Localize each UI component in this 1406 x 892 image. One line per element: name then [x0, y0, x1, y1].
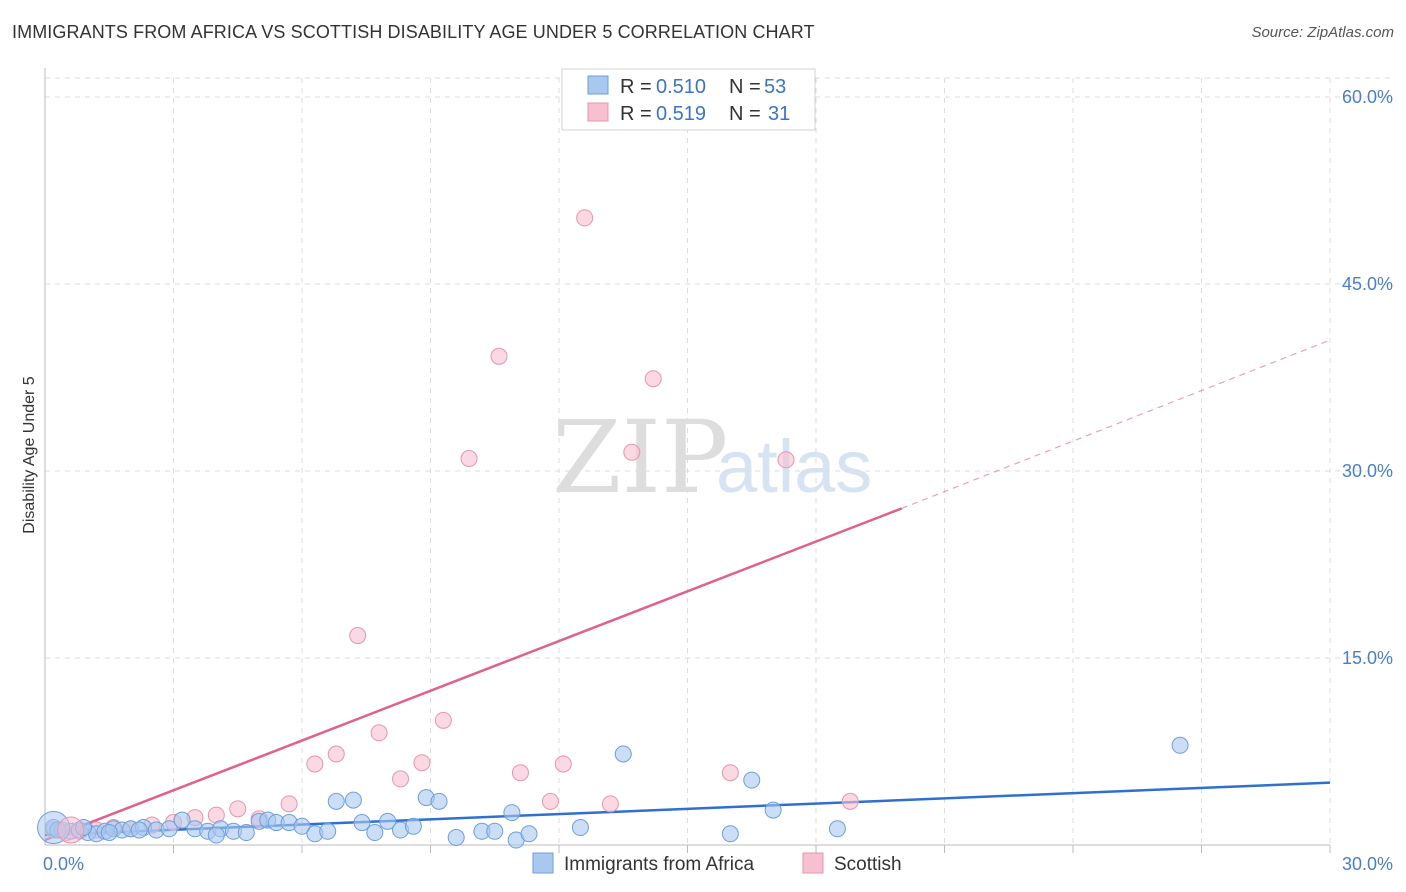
y-tick-label: 45.0%	[1342, 274, 1393, 294]
scottish-point	[327, 745, 345, 763]
africa-point	[614, 745, 632, 763]
scottish-point	[306, 755, 324, 773]
scottish-r-value: 0.519	[656, 103, 706, 125]
x-tick-label: 30.0%	[1342, 854, 1393, 874]
africa-n-label: N =	[729, 76, 761, 98]
watermark-atlas: atlas	[716, 425, 872, 508]
scottish-point	[644, 370, 662, 388]
africa-point	[503, 804, 521, 822]
africa-point	[520, 825, 538, 843]
scottish-point	[280, 795, 298, 813]
data-points	[37, 209, 1189, 849]
scottish-point	[576, 209, 594, 227]
scottish-point	[623, 443, 641, 461]
scottish-cluster-point	[57, 816, 85, 844]
africa-point	[293, 817, 311, 835]
scottish-point	[721, 764, 739, 782]
africa-r-label: R =	[620, 76, 652, 98]
scottish-point	[392, 770, 410, 788]
africa-point	[366, 824, 384, 842]
africa-point	[207, 826, 225, 844]
y-tick-label: 15.0%	[1342, 648, 1393, 668]
series-legend: Immigrants from Africa Scottish	[532, 852, 902, 875]
africa-point	[327, 792, 345, 810]
africa-point	[130, 821, 148, 839]
source-credit: Source: ZipAtlas.com	[1251, 24, 1394, 41]
axes: 15.0% 30.0% 45.0% 60.0% 0.0% 30.0%	[43, 68, 1393, 874]
x-tick-label: 0.0%	[43, 854, 84, 874]
africa-point	[173, 811, 191, 829]
y-tick-label: 30.0%	[1342, 461, 1393, 481]
stats-legend: R = 0.510 N = 53 R = 0.519 N = 31	[561, 68, 816, 131]
africa-point	[237, 824, 255, 842]
africa-point	[743, 771, 761, 789]
scottish-point	[601, 795, 619, 813]
africa-r-value: 0.510	[656, 76, 706, 98]
legend-africa-swatch	[532, 852, 554, 874]
scottish-point	[229, 800, 247, 818]
africa-point	[571, 819, 589, 837]
scottish-n-label: N =	[729, 103, 761, 125]
scottish-point	[554, 755, 572, 773]
grid-lines	[45, 77, 1395, 845]
scottish-point	[490, 347, 508, 365]
africa-point	[828, 820, 846, 838]
legend-scottish-swatch	[802, 852, 824, 874]
scottish-point	[841, 792, 859, 810]
africa-point	[486, 822, 504, 840]
chart-title: IMMIGRANTS FROM AFRICA VS SCOTTISH DISAB…	[12, 22, 815, 42]
scottish-point	[511, 764, 529, 782]
africa-point	[379, 812, 397, 830]
africa-point	[353, 814, 371, 832]
africa-point	[1171, 736, 1189, 754]
africa-point	[404, 817, 422, 835]
africa-point	[430, 792, 448, 810]
scottish-trend-extension	[901, 339, 1331, 509]
legend-africa-label: Immigrants from Africa	[564, 854, 754, 875]
africa-n-value: 53	[764, 76, 786, 98]
y-tick-label: 60.0%	[1342, 87, 1393, 107]
scottish-r-label: R =	[620, 103, 652, 125]
africa-point	[160, 820, 178, 838]
africa-point	[721, 825, 739, 843]
legend-scottish-label: Scottish	[834, 854, 902, 875]
y-axis-title: Disability Age Under 5	[21, 376, 38, 534]
watermark-zip: ZIP	[552, 399, 728, 516]
scottish-point	[370, 724, 388, 742]
scottish-point	[777, 451, 795, 469]
africa-point	[100, 824, 118, 842]
africa-point	[764, 801, 782, 819]
scottish-point	[413, 754, 431, 772]
scottish-point	[434, 711, 452, 729]
africa-swatch	[587, 75, 609, 95]
africa-point	[447, 829, 465, 847]
scottish-point	[349, 627, 367, 645]
scottish-swatch	[587, 102, 609, 122]
scottish-point	[541, 792, 559, 810]
africa-point	[344, 791, 362, 809]
scottish-trend-line	[44, 507, 903, 842]
scottish-n-value: 31	[768, 103, 790, 125]
africa-point	[319, 822, 337, 840]
scottish-point	[460, 450, 478, 468]
